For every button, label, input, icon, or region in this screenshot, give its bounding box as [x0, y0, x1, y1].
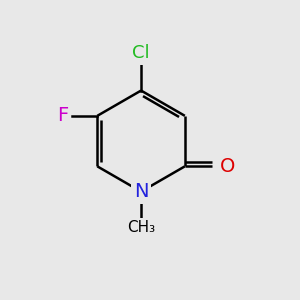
- Text: O: O: [220, 157, 235, 176]
- Text: CH₃: CH₃: [127, 220, 155, 235]
- Text: Cl: Cl: [132, 44, 150, 62]
- Text: N: N: [134, 182, 148, 201]
- Text: F: F: [57, 106, 68, 125]
